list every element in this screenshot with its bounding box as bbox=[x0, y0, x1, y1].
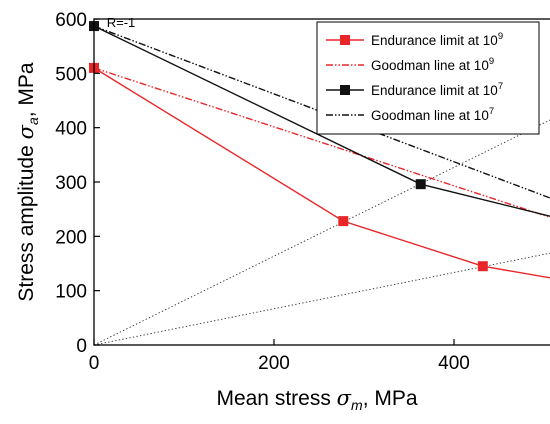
legend-label-sup-2: 7 bbox=[498, 81, 503, 92]
data-point-0-2 bbox=[477, 261, 488, 272]
data-point-0-1 bbox=[338, 216, 349, 227]
y-tick-label-1: 100 bbox=[55, 282, 87, 303]
annotations: R=-1R=0.1R=0.5 bbox=[107, 15, 136, 30]
legend-swatch-marker-2 bbox=[340, 85, 350, 95]
y-axis-title-subscript: a bbox=[25, 117, 41, 125]
x-axis-title-main: Mean stress bbox=[216, 387, 336, 410]
legend-label-1: Goodman line at 109 bbox=[371, 56, 494, 73]
y-axis-title-main: Stress amplitude bbox=[15, 139, 38, 301]
x-tick-label-2: 400 bbox=[438, 353, 470, 374]
legend-label-text-1: Goodman line at 10 bbox=[371, 58, 489, 73]
series-line-1 bbox=[94, 67, 550, 218]
y-axis-ticks: 0 100 200 300 400 500 600 bbox=[55, 10, 100, 357]
legend-label-text-2: Endurance limit at 10 bbox=[371, 83, 498, 98]
legend-label-sup-1: 9 bbox=[489, 56, 494, 67]
y-tick-label-0: 0 bbox=[76, 336, 87, 357]
legend-label-sup-3: 7 bbox=[489, 106, 494, 117]
x-tick-label-0: 0 bbox=[89, 353, 100, 374]
y-tick-label-6: 600 bbox=[55, 10, 87, 31]
legend-label-text-0: Endurance limit at 10 bbox=[371, 33, 498, 48]
y-tick-label-2: 200 bbox=[55, 227, 87, 248]
x-tick-label-1: 200 bbox=[258, 353, 290, 374]
x-axis-title: Mean stress σm, MPa bbox=[216, 386, 417, 413]
data-point-2-1 bbox=[415, 179, 426, 190]
reference-line-2 bbox=[94, 252, 550, 345]
series-line-3 bbox=[94, 25, 550, 199]
x-axis-title-subscript: m bbox=[351, 397, 363, 413]
legend-swatch-marker-0 bbox=[340, 35, 350, 45]
legend-label-3: Goodman line at 107 bbox=[371, 106, 494, 123]
legend-label-text-3: Goodman line at 10 bbox=[371, 108, 489, 123]
series-lines bbox=[94, 25, 550, 279]
x-axis-title-symbol: σ bbox=[337, 386, 352, 410]
y-axis-title-unit: , MPa bbox=[15, 62, 38, 117]
y-tick-label-4: 400 bbox=[55, 119, 87, 140]
legend-label-0: Endurance limit at 109 bbox=[371, 31, 503, 48]
annotation-0: R=-1 bbox=[107, 15, 136, 30]
series-line-0 bbox=[94, 67, 550, 279]
series-line-2 bbox=[94, 25, 550, 217]
y-axis-title: Stress amplitude σa, MPa bbox=[14, 62, 41, 302]
y-tick-label-5: 500 bbox=[55, 64, 87, 85]
y-axis-title-symbol: σ bbox=[14, 124, 38, 139]
reference-line-1 bbox=[94, 119, 550, 345]
legend-label-2: Endurance limit at 107 bbox=[371, 81, 503, 98]
y-tick-label-3: 300 bbox=[55, 173, 87, 194]
x-axis-title-unit: , MPa bbox=[363, 387, 418, 410]
reference-lines bbox=[94, 19, 550, 345]
x-axis-ticks: 0200400600800 bbox=[89, 339, 470, 374]
legend-label-sup-0: 9 bbox=[498, 31, 503, 42]
